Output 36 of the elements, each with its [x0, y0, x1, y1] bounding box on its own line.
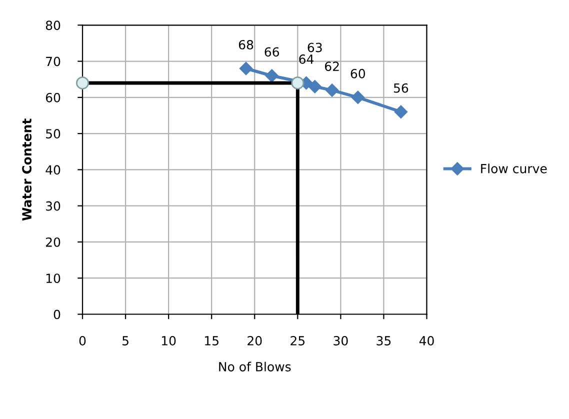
- data-label: 68: [238, 40, 254, 50]
- y-tick-label: 60: [46, 92, 60, 102]
- y-tick-label: 10: [46, 274, 60, 284]
- x-tick-label: 25: [290, 336, 305, 346]
- data-label: 66: [264, 47, 280, 57]
- y-tick-label: 20: [46, 237, 60, 247]
- x-tick-label: 40: [419, 336, 434, 346]
- data-label: 64: [299, 54, 314, 64]
- point: [325, 84, 339, 97]
- point: [291, 76, 304, 90]
- x-tick-label: 30: [334, 336, 348, 346]
- y-axis-title: Water Content: [22, 118, 32, 221]
- legend-label: Flow curve: [481, 164, 547, 174]
- y-tick-label: 40: [46, 165, 60, 175]
- x-tick-label: 20: [248, 336, 262, 346]
- x-tick-label: 5: [122, 336, 128, 346]
- y-tick-label: 30: [46, 201, 60, 211]
- data-label: 56: [394, 83, 408, 93]
- point: [308, 80, 322, 94]
- x-tick-label: 35: [376, 336, 391, 346]
- y-tick-label: 50: [46, 129, 60, 138]
- y-tick-label: 0: [54, 310, 60, 320]
- point: [76, 76, 90, 90]
- x-tick-label: 15: [205, 336, 218, 346]
- y-tick-label: 80: [46, 20, 60, 30]
- point: [265, 69, 278, 82]
- x-tick-label: 10: [162, 336, 176, 346]
- x-axis-title: No of Blows: [219, 362, 291, 372]
- data-label: 63: [308, 42, 322, 52]
- x-tick-label: 0: [79, 336, 86, 346]
- point: [239, 62, 253, 76]
- y-tick-label: 70: [46, 56, 60, 66]
- point: [394, 105, 408, 118]
- data-label: 62: [325, 62, 339, 72]
- data-label: 60: [350, 68, 366, 78]
- point: [351, 90, 364, 104]
